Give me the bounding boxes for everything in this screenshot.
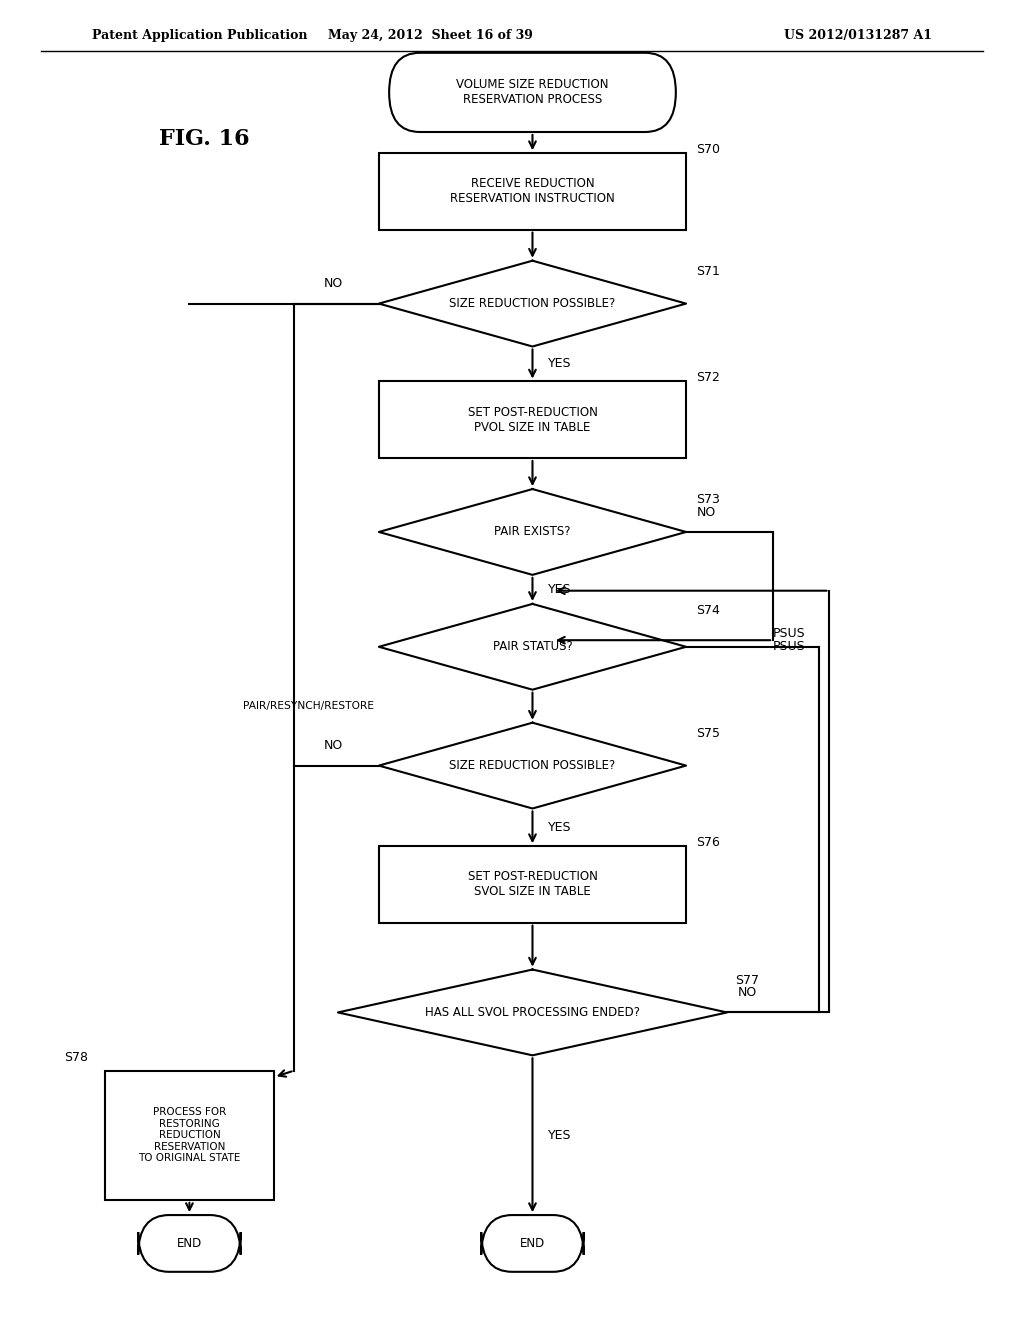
Text: YES: YES [548,358,571,371]
Text: PAIR EXISTS?: PAIR EXISTS? [495,525,570,539]
Text: SET POST-REDUCTION
PVOL SIZE IN TABLE: SET POST-REDUCTION PVOL SIZE IN TABLE [468,405,597,434]
Polygon shape [379,722,686,808]
FancyBboxPatch shape [138,1214,241,1272]
Text: YES: YES [548,1129,571,1142]
Text: PSUS: PSUS [773,640,806,653]
Text: S70: S70 [696,143,720,156]
Polygon shape [379,605,686,689]
Polygon shape [338,969,727,1056]
Text: YES: YES [548,583,571,595]
Text: S76: S76 [696,836,720,849]
Text: US 2012/0131287 A1: US 2012/0131287 A1 [783,29,932,42]
Text: S72: S72 [696,371,720,384]
Text: Patent Application Publication: Patent Application Publication [92,29,307,42]
Text: FIG. 16: FIG. 16 [159,128,250,149]
FancyBboxPatch shape [481,1214,584,1272]
Text: RECEIVE REDUCTION
RESERVATION INSTRUCTION: RECEIVE REDUCTION RESERVATION INSTRUCTIO… [451,177,614,206]
Text: SIZE REDUCTION POSSIBLE?: SIZE REDUCTION POSSIBLE? [450,759,615,772]
Bar [379,381,686,458]
Text: NO: NO [696,506,716,519]
Bar [104,1071,274,1200]
Text: END: END [177,1237,202,1250]
Text: HAS ALL SVOL PROCESSING ENDED?: HAS ALL SVOL PROCESSING ENDED? [425,1006,640,1019]
Text: SIZE REDUCTION POSSIBLE?: SIZE REDUCTION POSSIBLE? [450,297,615,310]
Polygon shape [379,490,686,576]
Text: PROCESS FOR
RESTORING
REDUCTION
RESERVATION
TO ORIGINAL STATE: PROCESS FOR RESTORING REDUCTION RESERVAT… [138,1107,241,1163]
Text: S74: S74 [696,605,720,616]
Text: PAIR STATUS?: PAIR STATUS? [493,640,572,653]
Text: S75: S75 [696,727,720,739]
Bar [379,846,686,923]
Text: May 24, 2012  Sheet 16 of 39: May 24, 2012 Sheet 16 of 39 [328,29,532,42]
Text: END: END [520,1237,545,1250]
Text: VOLUME SIZE REDUCTION
RESERVATION PROCESS: VOLUME SIZE REDUCTION RESERVATION PROCES… [457,78,608,107]
Text: NO: NO [324,277,343,290]
Text: YES: YES [548,821,571,834]
FancyBboxPatch shape [389,53,676,132]
Text: PSUS: PSUS [773,627,806,640]
Text: S71: S71 [696,265,720,277]
Text: SET POST-REDUCTION
SVOL SIZE IN TABLE: SET POST-REDUCTION SVOL SIZE IN TABLE [468,870,597,899]
Polygon shape [379,261,686,346]
Text: NO: NO [324,739,343,752]
Bar [379,153,686,230]
Text: S78: S78 [63,1051,88,1064]
Text: S77: S77 [735,974,759,986]
Text: PAIR/RESYNCH/RESTORE: PAIR/RESYNCH/RESTORE [243,701,374,711]
Text: S73: S73 [696,494,720,506]
Text: NO: NO [737,986,757,999]
